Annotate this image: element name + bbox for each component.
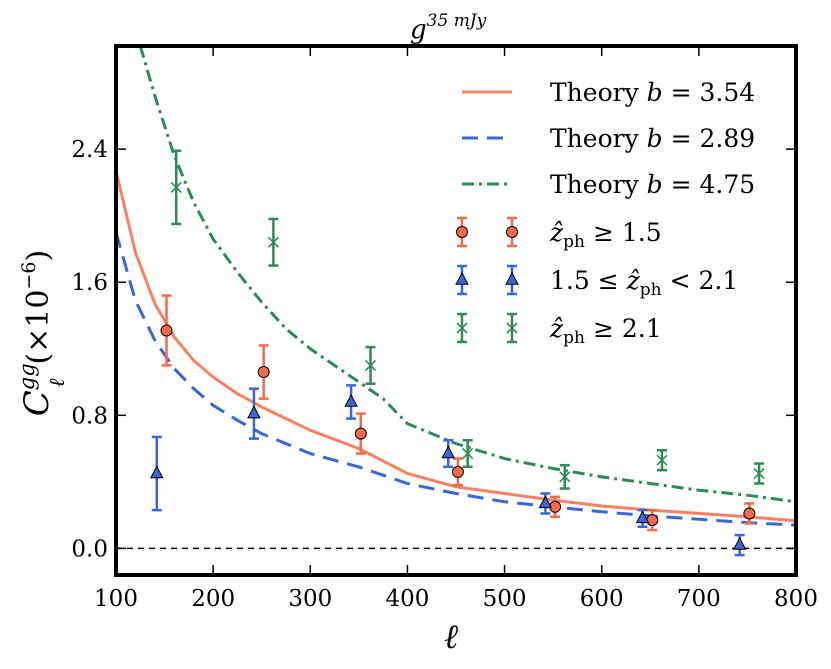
x-tick-label: 100 xyxy=(94,586,138,612)
legend-label-curve-3: Theory b = 4.75 xyxy=(550,170,755,199)
data-point-b xyxy=(656,454,668,466)
legend-series-subscript: ph xyxy=(563,328,585,348)
x-tick-label: 600 xyxy=(580,586,624,612)
y-tick-label: 1.6 xyxy=(71,270,108,296)
chart-title: g35 mJy xyxy=(410,11,487,45)
x-tick-label: 700 xyxy=(677,586,721,612)
plot-area xyxy=(116,46,796,557)
data-point xyxy=(267,236,279,248)
data-point-b xyxy=(753,467,765,480)
legend-marker-series-2 xyxy=(505,271,519,285)
legend-curve-name: Theory xyxy=(550,124,647,153)
data-point xyxy=(170,181,182,193)
legend-curve-name: Theory xyxy=(550,170,647,199)
y-axis-label-superscript: gg xyxy=(15,363,39,390)
legend-curve-bias-symbol: b xyxy=(647,124,663,153)
chart-title-superscript: 35 mJy xyxy=(427,11,487,31)
x-tick-label: 300 xyxy=(288,586,332,612)
y-axis-label-subscript: ℓ xyxy=(45,378,69,387)
theory-curve-3 xyxy=(138,46,796,504)
data-point-b xyxy=(170,181,182,193)
legend-marker-series-3 xyxy=(506,322,518,334)
legend-series-rest: ≥ 1.5 xyxy=(585,218,662,247)
legend-marker-series-3 xyxy=(456,322,468,334)
legend-marker-series-1 xyxy=(456,226,468,238)
data-point-b xyxy=(462,447,474,460)
legend-series-prefix: 1.5 ≤ xyxy=(550,266,627,295)
data-point-b xyxy=(559,471,571,483)
legend-series-subscript: ph xyxy=(640,280,662,300)
axis-ticks: 100 200 300 400 500 600 700 800 0.0 0.8 1.6 2.4 xyxy=(71,46,818,612)
y-axis-label-units-exp: −6 xyxy=(18,262,40,290)
legend-label-series-3: ẑph ≥ 2.1 xyxy=(549,314,662,348)
data-point xyxy=(344,393,358,407)
chart-title-main: g xyxy=(410,15,427,45)
data-point xyxy=(753,467,765,480)
x-tick-label: 200 xyxy=(191,586,235,612)
legend-curve-bias-value: = 3.54 xyxy=(663,78,756,107)
legend-label-curve-2: Theory b = 2.89 xyxy=(550,124,755,153)
y-axis-label-units-close: ) xyxy=(21,250,56,262)
legend-series-subscript: ph xyxy=(563,232,585,252)
data-point xyxy=(635,510,650,524)
y-axis-label-units: (×10 xyxy=(21,290,56,365)
x-tick-label: 400 xyxy=(385,586,429,612)
data-point xyxy=(743,507,756,520)
data-point xyxy=(538,495,553,509)
series-3 xyxy=(170,149,765,490)
data-point xyxy=(441,445,456,459)
data-point xyxy=(451,465,464,478)
data-point xyxy=(247,405,261,419)
legend-curve-bias-symbol: b xyxy=(647,78,663,107)
legend-marker-series-3-b xyxy=(456,322,468,334)
data-point xyxy=(462,447,474,460)
data-point xyxy=(150,465,164,479)
data-point xyxy=(656,454,668,466)
series-2 xyxy=(150,384,747,557)
data-point xyxy=(257,366,270,379)
data-point xyxy=(354,427,367,440)
legend-marker-series-3-b xyxy=(506,322,518,334)
data-point xyxy=(732,536,747,550)
data-point xyxy=(364,359,377,371)
legend-marker-series-2 xyxy=(455,271,469,285)
y-tick-label: 0.0 xyxy=(71,536,108,562)
legend-curve-name: Theory xyxy=(550,78,647,107)
legend-curve-bias-symbol: b xyxy=(647,170,663,199)
y-axis-label-main: C xyxy=(17,390,57,416)
x-tick-label: 800 xyxy=(774,586,818,612)
data-point-b xyxy=(267,236,279,248)
plot-inner xyxy=(116,46,796,557)
legend-series-z: ẑ xyxy=(549,218,564,247)
legend-series-rest: < 2.1 xyxy=(662,266,739,295)
legend-series-z: ẑ xyxy=(549,314,564,343)
plot-frame xyxy=(114,44,798,577)
legend-label-curve-1: Theory b = 3.54 xyxy=(550,78,755,107)
legend-label-series-2: 1.5 ≤ ẑph < 2.1 xyxy=(550,266,738,300)
y-tick-label: 0.8 xyxy=(71,403,108,429)
x-tick-label: 500 xyxy=(483,586,527,612)
y-axis-label: Cgg ℓ (×10−6) xyxy=(15,250,69,416)
legend-series-z: ẑ xyxy=(626,266,641,295)
legend-label-series-1: ẑph ≥ 1.5 xyxy=(549,218,662,252)
data-point xyxy=(160,324,173,337)
data-point-b xyxy=(364,359,377,371)
data-point xyxy=(559,471,571,483)
legend-series-rest: ≥ 2.1 xyxy=(585,314,662,343)
legend-curve-bias-value: = 4.75 xyxy=(663,170,756,199)
x-axis-label: ℓ xyxy=(444,617,458,657)
legend-marker-series-1 xyxy=(506,226,518,238)
y-tick-label: 2.4 xyxy=(71,137,108,163)
legend-curve-bias-value: = 2.89 xyxy=(663,124,756,153)
data-point xyxy=(646,514,659,527)
